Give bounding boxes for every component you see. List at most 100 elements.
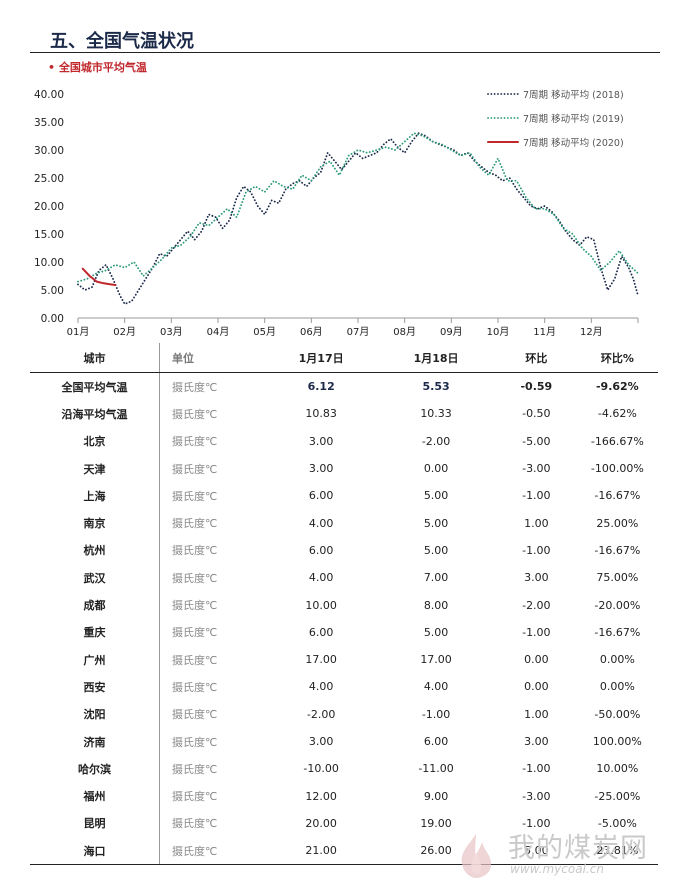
cell-jan17: 17.00	[305, 653, 337, 667]
table-row: 上海 摄氏度℃ 6.00 5.00 -1.00 -16.67%	[30, 482, 658, 510]
cell-jan18: -1.00	[421, 707, 451, 721]
cell-change-pct: -5.00%	[597, 816, 637, 830]
cell-jan17: 21.00	[266, 837, 377, 866]
x-tick-label: 02月	[113, 326, 136, 338]
cell-change: 5.00	[495, 837, 577, 866]
temperature-table: 城市 单位 1月17日 1月18日 环比 环比% 全国平均气温 摄氏度℃ 6.12 5…	[30, 343, 658, 866]
cell-jan17: 12.00	[305, 789, 337, 803]
cell-unit: 摄氏度℃	[158, 372, 267, 401]
cell-change: 1.00	[524, 707, 549, 721]
x-tick-label: 06月	[300, 326, 323, 338]
x-tick-label: 05月	[253, 326, 276, 338]
cell-change-pct: 10.00%	[596, 762, 639, 776]
cell-change-pct: -100.00%	[590, 462, 644, 476]
legend-label-1: 7周期 移动平均 (2019)	[523, 113, 624, 125]
series-line-2	[81, 267, 117, 286]
cell-jan17: 3.00	[308, 462, 334, 476]
col-header-unit: 单位	[158, 343, 267, 373]
cell-unit: 摄氏度℃	[158, 673, 267, 701]
cell-change: -1.00	[522, 762, 551, 776]
cell-change-pct: -16.67%	[594, 543, 641, 557]
table-row: 哈尔滨 摄氏度℃ -10.00 -11.00 -1.00 10.00%	[30, 755, 658, 783]
cell-city: 上海	[83, 489, 106, 503]
cell-unit: 摄氏度℃	[158, 700, 267, 728]
cell-unit: 摄氏度℃	[158, 400, 267, 428]
page-title: 五、全国气温状况	[50, 31, 194, 52]
cell-jan17: 4.00	[308, 680, 334, 694]
cell-city: 全国平均气温	[61, 380, 128, 394]
cell-jan18: -2.00	[421, 434, 451, 448]
y-tick-label: 40.00	[34, 89, 64, 101]
cell-change-pct: -25.00%	[594, 789, 641, 803]
table-row: 成都 摄氏度℃ 10.00 8.00 -2.00 -20.00%	[30, 591, 658, 619]
cell-jan17: 20.00	[305, 816, 337, 830]
table-row: 武汉 摄氏度℃ 4.00 7.00 3.00 75.00%	[30, 564, 658, 592]
cell-jan18: 6.00	[423, 735, 449, 748]
cell-jan18: 5.00	[423, 625, 449, 639]
cell-unit: 摄氏度℃	[158, 509, 267, 537]
col-header-change: 环比	[495, 343, 577, 373]
y-tick-label: 35.00	[34, 117, 64, 129]
cell-city: 成都	[83, 599, 106, 613]
series-line-1	[77, 132, 639, 283]
table-row: 天津 摄氏度℃ 3.00 0.00 -3.00 -100.00%	[30, 454, 658, 483]
chart-subtitle: • 全国城市平均气温	[48, 61, 147, 74]
table-row: 南京 摄氏度℃ 4.00 5.00 1.00 25.00%	[30, 509, 658, 537]
x-tick-label: 09月	[440, 326, 463, 338]
cell-city: 北京	[83, 435, 106, 449]
cell-change-pct: -20.00%	[594, 598, 641, 612]
series-line-0	[77, 132, 639, 305]
cell-city: 沿海平均气温	[61, 407, 128, 421]
col-header-city: 城市	[30, 343, 160, 373]
cell-city: 沈阳	[83, 708, 106, 722]
cell-city: 广州	[83, 653, 106, 667]
table-row: 济南 摄氏度℃ 3.00 6.00 3.00 100.00%	[30, 727, 658, 756]
cell-unit: 摄氏度℃	[158, 727, 267, 756]
x-tick-label: 11月	[533, 326, 556, 338]
watermark-text: 我的煤炭网	[508, 833, 648, 864]
cell-jan17: 10.00	[305, 598, 337, 612]
cell-change: -1.00	[522, 543, 551, 557]
cell-change: 0.00	[524, 653, 549, 667]
table-row: 福州 摄氏度℃ 12.00 9.00 -3.00 -25.00%	[30, 782, 658, 810]
table-row: 沈阳 摄氏度℃ -2.00 -1.00 1.00 -50.00%	[30, 700, 658, 728]
col-header-date1: 1月17日	[266, 343, 377, 373]
x-tick-label: 04月	[207, 326, 230, 338]
table-row: 杭州 摄氏度℃ 6.00 5.00 -1.00 -16.67%	[30, 536, 658, 565]
cell-jan18: 5.00	[423, 543, 449, 557]
cell-change: -1.00	[522, 625, 551, 639]
cell-unit: 摄氏度℃	[158, 755, 267, 783]
cell-jan17: 10.83	[305, 407, 337, 421]
cell-change-pct: 25.00%	[596, 516, 639, 530]
cell-jan18: -11.00	[418, 762, 454, 776]
cell-jan17: 4.00	[308, 516, 334, 530]
cell-change-pct: -9.62%	[595, 380, 639, 394]
y-tick-label: 10.00	[34, 257, 64, 269]
table-row: 全国平均气温 摄氏度℃ 6.12 5.53 -0.59 -9.62%	[30, 372, 658, 401]
cell-jan18: 7.00	[423, 571, 449, 585]
cell-change-pct: 0.00%	[599, 680, 635, 694]
cell-change-pct: -16.67%	[594, 489, 641, 503]
legend-label-0: 7周期 移动平均 (2018)	[523, 89, 624, 101]
table-body: 全国平均气温 摄氏度℃ 6.12 5.53 -0.59 -9.62% 沿海平均气温 摄氏度℃ 1…	[30, 372, 658, 866]
cell-unit: 摄氏度℃	[158, 482, 267, 510]
cell-unit: 摄氏度℃	[158, 536, 267, 565]
series-layer	[77, 132, 639, 305]
table-row: 沿海平均气温 摄氏度℃ 10.83 10.33 -0.50 -4.62%	[30, 400, 658, 428]
cell-city: 南京	[83, 517, 106, 531]
cell-change: -1.00	[522, 816, 551, 830]
cell-jan17: 6.12	[307, 380, 335, 394]
cell-jan17: 3.00	[308, 735, 334, 748]
table-row: 西安 摄氏度℃ 4.00 4.00 0.00 0.00%	[30, 673, 658, 701]
cell-change-pct: 0.00%	[599, 653, 635, 667]
cell-jan18: 8.00	[423, 598, 449, 612]
cell-city: 福州	[83, 790, 106, 804]
cell-change: 1.00	[524, 516, 549, 530]
table-row: 北京 摄氏度℃ 3.00 -2.00 -5.00 -166.67%	[30, 427, 658, 455]
cell-city: 哈尔滨	[77, 762, 111, 776]
cell-jan18: 9.00	[423, 789, 449, 803]
cell-unit: 摄氏度℃	[158, 427, 267, 455]
chart-legend: 7周期 移动平均 (2018) 7周期 移动平均 (2019) 7周期 移动平均 (…	[487, 89, 624, 149]
cell-change-pct: 100.00%	[592, 735, 642, 748]
cell-jan18: 5.00	[423, 489, 449, 503]
